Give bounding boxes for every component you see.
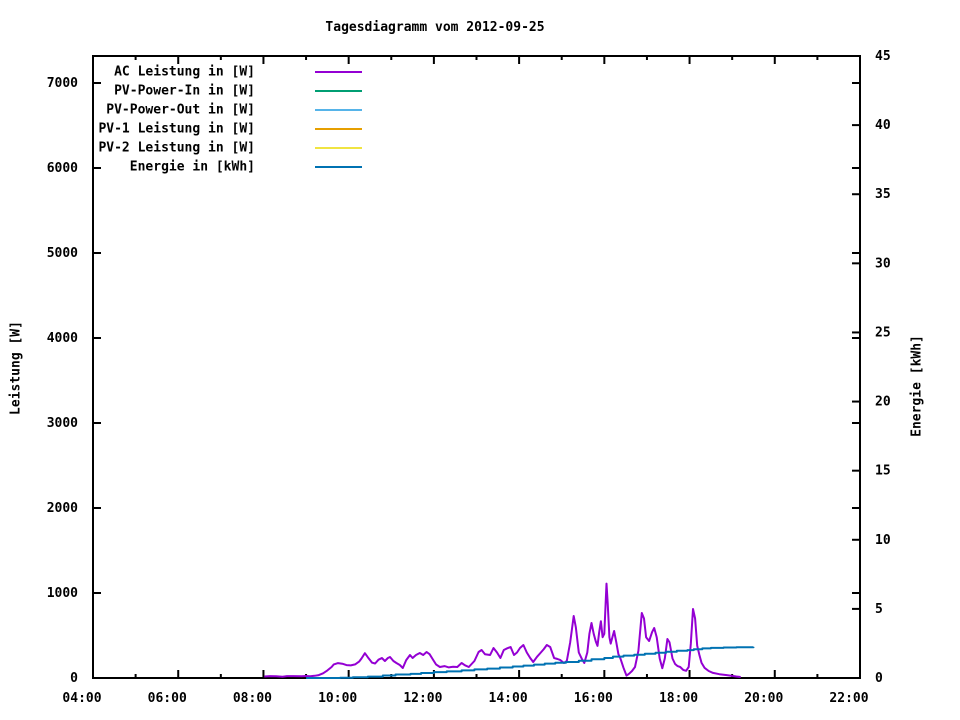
energie-in-kwh-line <box>306 646 755 679</box>
legend-label: PV-2 Leistung in [W] <box>98 140 255 155</box>
legend-item: PV-1 Leistung in [W] <box>0 119 380 138</box>
legend-label: PV-Power-Out in [W] <box>106 102 255 117</box>
x-tick-label: 22:00 <box>829 691 868 706</box>
y-tick-label: 6000 <box>47 161 78 176</box>
x-tick-label: 20:00 <box>744 691 783 706</box>
y2-tick-label: 45 <box>875 49 891 64</box>
legend-label: PV-Power-In in [W] <box>114 83 255 98</box>
y-tick-label: 3000 <box>47 416 78 431</box>
legend: AC Leistung in [W] PV-Power-In in [W] PV-P… <box>0 62 380 176</box>
legend-item: AC Leistung in [W] <box>0 62 380 81</box>
legend-color-sample <box>315 89 362 92</box>
legend-color-sample <box>315 127 362 130</box>
x-tick-label: 12:00 <box>403 691 442 706</box>
legend-item: PV-Power-Out in [W] <box>0 100 380 119</box>
y2-tick-label: 25 <box>875 325 891 340</box>
y-tick-label: 5000 <box>47 246 78 261</box>
y-tick-label: 1000 <box>47 586 78 601</box>
legend-color-sample <box>315 146 362 149</box>
ac-leistung-in-w-line <box>264 582 741 678</box>
x-tick-label: 16:00 <box>574 691 613 706</box>
legend-color-sample <box>315 165 362 168</box>
y2-tick-label: 15 <box>875 464 891 479</box>
x-tick-label: 10:00 <box>318 691 357 706</box>
y2-tick-label: 30 <box>875 256 891 271</box>
legend-item: PV-Power-In in [W] <box>0 81 380 100</box>
y2-tick-label: 5 <box>875 602 883 617</box>
x-tick-label: 18:00 <box>659 691 698 706</box>
legend-item: Energie in [kWh] <box>0 157 380 176</box>
x-tick-label: 04:00 <box>62 691 101 706</box>
y-tick-label: 0 <box>70 671 78 686</box>
x-tick-label: 14:00 <box>489 691 528 706</box>
y-tick-label: 7000 <box>47 76 78 91</box>
y2-tick-label: 35 <box>875 187 891 202</box>
legend-color-sample <box>315 108 362 111</box>
legend-label: PV-1 Leistung in [W] <box>98 121 255 136</box>
legend-item: PV-2 Leistung in [W] <box>0 138 380 157</box>
y-tick-label: 4000 <box>47 331 78 346</box>
x-tick-label: 06:00 <box>148 691 187 706</box>
legend-color-sample <box>315 70 362 73</box>
y2-tick-label: 10 <box>875 533 891 548</box>
y2-tick-label: 20 <box>875 395 891 410</box>
y2-tick-label: 0 <box>875 671 883 686</box>
y2-tick-label: 40 <box>875 118 891 133</box>
chart-title: Tagesdiagramm vom 2012-09-25 <box>325 20 545 35</box>
legend-label: AC Leistung in [W] <box>114 64 255 79</box>
x-tick-label: 08:00 <box>233 691 272 706</box>
y-tick-label: 2000 <box>47 501 78 516</box>
legend-label: Energie in [kWh] <box>129 159 255 174</box>
